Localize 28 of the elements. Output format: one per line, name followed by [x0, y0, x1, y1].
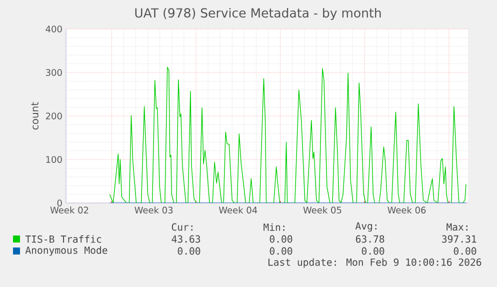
y-tick-label: 0 [57, 200, 62, 206]
legend-label: Anonymous Mode [25, 246, 108, 256]
y-tick-label: 300 [46, 69, 62, 76]
x-tick-label: Week 02 [50, 206, 88, 214]
text: 43.63 [172, 235, 200, 243]
x-tick-label: Week 04 [218, 206, 258, 214]
text: 0.00 [178, 247, 200, 255]
x-tick-label: Week 06 [388, 206, 426, 214]
y-tick-label: 200 [46, 112, 62, 120]
y-axis-title: count [31, 102, 38, 130]
text: 0.00 [270, 247, 292, 255]
text: Min: [264, 223, 284, 231]
y-tick-label: 100 [46, 156, 62, 163]
legend-label: TIS-B Traffic [25, 235, 102, 243]
text: Avg: [355, 222, 376, 232]
x-tick-label: Week 03 [134, 206, 173, 214]
text: 63.78 [356, 235, 384, 243]
text: 0.00 [270, 235, 292, 243]
text: 397.31 [442, 235, 476, 243]
text: 0.00 [454, 247, 476, 255]
chart-title: UAT (978) Service Metadata - by month [135, 8, 381, 20]
text: Max: [446, 223, 468, 231]
x-tick-label: Week 05 [303, 206, 342, 214]
y-tick-label: 400 [46, 26, 62, 32]
text: 0.00 [362, 247, 384, 255]
line-series [109, 66, 466, 204]
text: Last update: Mon Feb 9 10:00:16 2026 [268, 258, 482, 268]
text: Cur: [172, 223, 192, 231]
